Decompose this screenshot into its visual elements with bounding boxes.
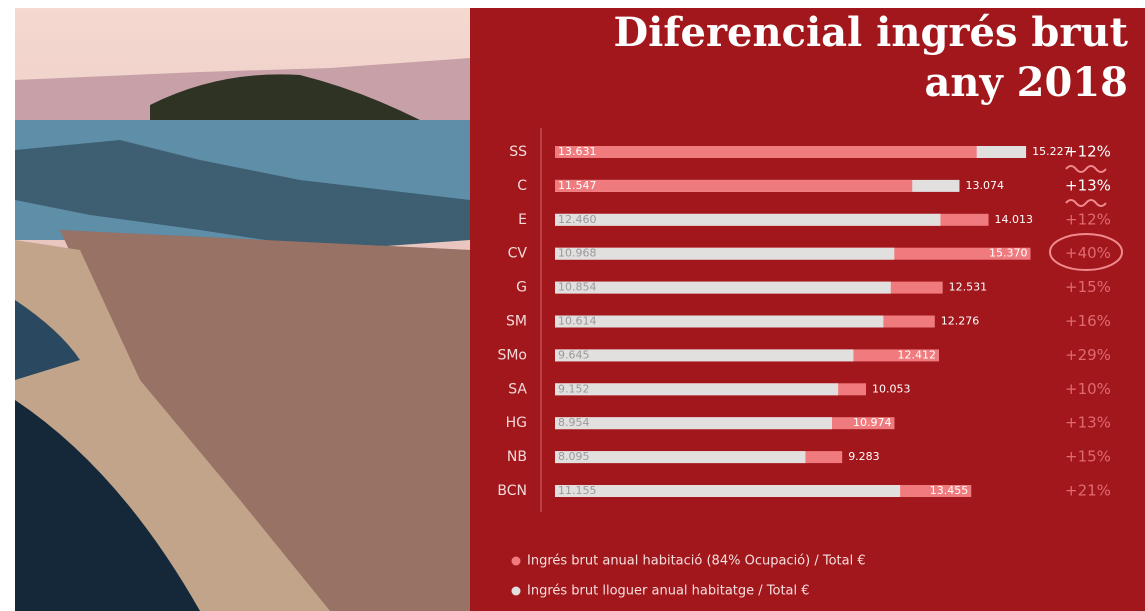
bar — [555, 451, 805, 463]
legend-label: Ingrés brut lloguer anual habitatge / To… — [527, 584, 810, 599]
difference-label: +15% — [1065, 448, 1111, 466]
difference-label: +12% — [1065, 143, 1111, 161]
difference-label: +10% — [1065, 380, 1111, 398]
bar — [555, 383, 838, 395]
difference-label: +16% — [1065, 312, 1111, 330]
value-label: 10.854 — [558, 281, 597, 294]
value-label: 8.095 — [558, 450, 590, 463]
difference-label: +15% — [1065, 278, 1111, 296]
category-label: SM — [506, 314, 527, 330]
value-label: 12.276 — [941, 315, 980, 328]
difference-label: +40% — [1065, 244, 1111, 262]
value-label: 12.412 — [897, 348, 936, 361]
title: Diferencial ingrés brut — [613, 9, 1128, 56]
legend-marker — [512, 557, 521, 566]
bar — [555, 180, 912, 192]
value-label: 10.053 — [872, 382, 911, 395]
category-label: HG — [506, 415, 527, 431]
difference-label: +13% — [1065, 414, 1111, 432]
value-label: 12.531 — [949, 281, 988, 294]
value-label: 10.968 — [558, 247, 597, 260]
bar — [555, 214, 940, 226]
category-label: BCN — [497, 483, 527, 499]
category-label: SMo — [497, 347, 527, 363]
bar — [555, 417, 832, 429]
category-label: SS — [509, 144, 527, 160]
value-label: 10.614 — [558, 315, 597, 328]
value-label: 8.954 — [558, 416, 590, 429]
value-label: 13.074 — [965, 179, 1004, 192]
value-label: 15.370 — [989, 247, 1028, 260]
difference-label: +29% — [1065, 346, 1111, 364]
difference-label: +21% — [1065, 482, 1111, 500]
value-label: 9.645 — [558, 348, 590, 361]
bar — [555, 248, 894, 260]
bar — [555, 146, 977, 158]
category-label: NB — [507, 449, 527, 465]
value-label: 9.152 — [558, 382, 590, 395]
photo — [15, 8, 470, 611]
value-label: 14.013 — [995, 213, 1033, 226]
value-label: 10.974 — [853, 416, 892, 429]
bar — [555, 282, 891, 294]
value-label: 13.631 — [558, 145, 597, 158]
infographic: Diferencial ingrés brut any 2018 SS 13.63… — [0, 0, 1145, 611]
category-label: E — [518, 212, 527, 228]
difference-label: +12% — [1065, 210, 1111, 228]
value-label: 12.460 — [558, 213, 597, 226]
legend-label: Ingrés brut anual habitació (84% Ocupaci… — [527, 554, 866, 569]
value-label: 13.455 — [930, 484, 969, 497]
bar — [555, 316, 883, 328]
category-label: SA — [508, 381, 527, 397]
bar — [555, 349, 853, 361]
subtitle: any 2018 — [925, 59, 1129, 106]
legend-marker — [512, 587, 521, 596]
value-label: 9.283 — [848, 450, 880, 463]
bar — [555, 485, 900, 497]
category-label: G — [516, 280, 527, 296]
difference-label: +13% — [1065, 176, 1111, 194]
value-label: 11.155 — [558, 484, 597, 497]
category-label: CV — [508, 246, 528, 262]
value-label: 11.547 — [558, 179, 597, 192]
category-label: C — [517, 178, 527, 194]
